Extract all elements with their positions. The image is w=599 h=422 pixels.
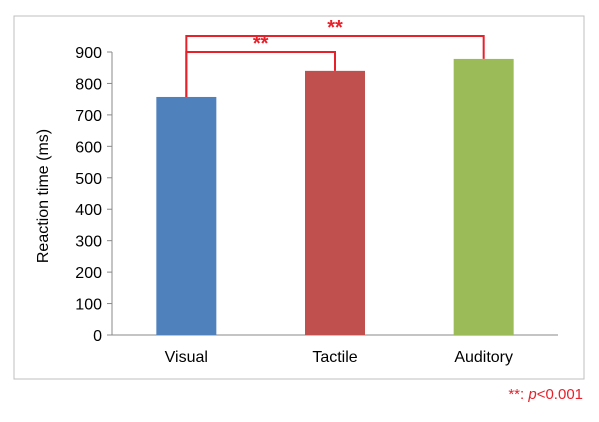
y-tick-label: 900 xyxy=(75,45,102,62)
footnote-marker: **: xyxy=(508,386,529,403)
x-tick-label: Tactile xyxy=(312,349,357,366)
bar-tactile xyxy=(305,70,365,335)
significance-brackets: ** ** xyxy=(185,17,485,97)
chart-border xyxy=(13,15,585,380)
bar-auditory xyxy=(453,58,514,335)
y-tick-label: 800 xyxy=(75,76,102,93)
bars-group xyxy=(156,58,514,336)
bar-visual xyxy=(156,96,217,336)
y-tick-label: 600 xyxy=(75,139,102,156)
significance-label: ** xyxy=(253,33,269,55)
y-axis-ticks: 0 100 200 300 400 500 600 700 800 900 xyxy=(75,45,112,345)
y-tick-label: 300 xyxy=(75,234,102,251)
y-tick-label: 100 xyxy=(75,297,102,314)
x-tick-label: Auditory xyxy=(454,349,513,366)
footnote-threshold: <0.001 xyxy=(536,386,583,403)
significance-footnote: **: p<0.001 xyxy=(508,386,583,403)
y-tick-label: 400 xyxy=(75,202,102,219)
x-axis-labels: Visual Tactile Auditory xyxy=(165,349,513,366)
significance-label: ** xyxy=(327,17,343,39)
significance-bracket xyxy=(185,35,485,97)
y-tick-label: 700 xyxy=(75,108,102,125)
x-tick-label: Visual xyxy=(165,349,208,366)
y-tick-label: 500 xyxy=(75,171,102,188)
y-axis-label: Reaction time (ms) xyxy=(35,129,52,263)
y-tick-label: 200 xyxy=(75,265,102,282)
footnote-p-symbol: p xyxy=(528,386,537,403)
y-tick-label: 0 xyxy=(93,328,102,345)
